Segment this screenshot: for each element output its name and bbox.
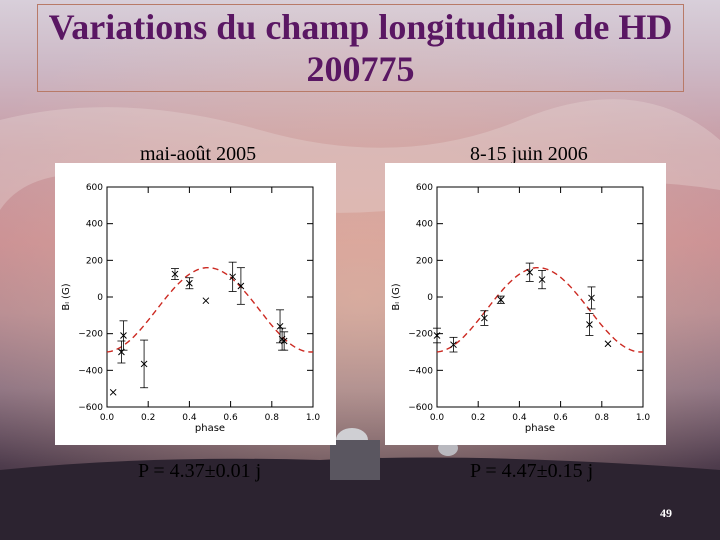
y-tick-label: 200 <box>86 256 103 266</box>
y-tick-label: 0 <box>97 293 103 303</box>
marker-stroke <box>171 270 179 278</box>
x-tick-label: 0.0 <box>430 413 445 423</box>
y-tick-label: −600 <box>408 403 433 413</box>
data-point <box>280 331 289 351</box>
right-chart-caption: 8-15 juin 2006 <box>470 143 588 165</box>
y-tick-label: 200 <box>416 256 433 266</box>
marker-stroke <box>120 332 127 339</box>
data-point <box>119 320 128 351</box>
mountain-silhouette <box>0 457 720 540</box>
plot-frame <box>106 186 314 408</box>
x-axis-label: phase <box>195 423 225 434</box>
y-axis-label: Bₗ (G) <box>61 283 72 310</box>
data-point <box>109 388 117 396</box>
data-point <box>140 339 149 389</box>
marker-stroke <box>186 279 193 287</box>
marker-stroke <box>140 360 148 368</box>
left-period-label: P = 4.37±0.01 j <box>138 460 262 482</box>
slide-title: Variations du champ longitudinal de HD 2… <box>48 7 673 89</box>
marker-stroke <box>229 273 237 281</box>
marker-stroke <box>588 294 595 302</box>
data-point <box>236 267 245 305</box>
data-point <box>228 261 237 292</box>
marker-stroke <box>202 297 210 305</box>
data-point <box>433 327 441 344</box>
data-point <box>538 270 547 290</box>
data-point <box>202 297 210 305</box>
marker-stroke <box>538 276 546 283</box>
data-point <box>170 268 179 280</box>
fit-curve <box>106 267 314 353</box>
data-point <box>480 310 489 326</box>
marker-stroke <box>280 337 288 345</box>
x-tick-label: 0.8 <box>595 413 610 423</box>
right-chart: 0.0 0.2 0.4 0.6 0.8 1.0 600 400 200 0 −200 −400 −600… <box>391 183 651 434</box>
data-point <box>449 336 458 353</box>
data-point <box>604 340 612 348</box>
marker-stroke <box>497 296 505 304</box>
plot-frame <box>436 186 644 408</box>
x-tick-label: 0.6 <box>223 413 238 423</box>
y-tick-label: 400 <box>416 220 433 230</box>
left-chart-caption: mai-août 2005 <box>140 143 257 165</box>
marker-stroke <box>481 314 488 322</box>
data-point <box>496 295 505 304</box>
y-tick-label: 600 <box>86 183 103 193</box>
left-chart-panel: 0.0 0.2 0.4 0.6 0.8 1.0 600 400 200 0 −200 −400 −600… <box>55 163 336 445</box>
right-period-label: P = 4.47±0.15 j <box>470 460 594 482</box>
x-tick-label: 0.8 <box>265 413 280 423</box>
x-tick-label: 1.0 <box>306 413 321 423</box>
y-tick-label: 0 <box>427 293 433 303</box>
marker-stroke <box>433 332 441 339</box>
y-tick-label: −400 <box>78 366 103 376</box>
x-tick-label: 0.0 <box>100 413 115 423</box>
y-tick-label: 600 <box>416 183 433 193</box>
y-tick-label: −400 <box>408 366 433 376</box>
x-tick-label: 0.4 <box>512 413 527 423</box>
y-axis-label: Bₗ (G) <box>391 283 402 310</box>
marker-stroke <box>276 322 284 330</box>
data-point <box>585 313 594 336</box>
data-point <box>587 286 596 310</box>
x-tick-label: 0.4 <box>182 413 197 423</box>
x-axis-label: phase <box>525 423 555 434</box>
title-frame <box>37 4 684 92</box>
data-point <box>117 340 126 364</box>
left-chart: 0.0 0.2 0.4 0.6 0.8 1.0 600 400 200 0 −200 −400 −600… <box>61 183 321 434</box>
marker-stroke <box>450 341 457 349</box>
x-tick-label: 0.2 <box>141 413 155 423</box>
y-tick-label: 400 <box>86 220 103 230</box>
y-tick-label: −200 <box>408 330 433 340</box>
marker-stroke <box>526 268 534 276</box>
x-tick-label: 0.6 <box>553 413 568 423</box>
page-number: 49 <box>660 506 672 520</box>
y-tick-label: −600 <box>78 403 103 413</box>
right-chart-panel: 0.0 0.2 0.4 0.6 0.8 1.0 600 400 200 0 −200 −400 −600… <box>385 163 666 445</box>
data-point <box>185 277 194 290</box>
fit-curve <box>436 267 644 353</box>
data-point <box>525 262 534 282</box>
marker-stroke <box>237 282 245 290</box>
y-tick-label: −200 <box>78 330 103 340</box>
x-tick-label: 0.2 <box>471 413 485 423</box>
x-tick-label: 1.0 <box>636 413 651 423</box>
marker-stroke <box>604 340 612 348</box>
marker-stroke <box>586 321 593 328</box>
marker-stroke <box>109 388 117 396</box>
